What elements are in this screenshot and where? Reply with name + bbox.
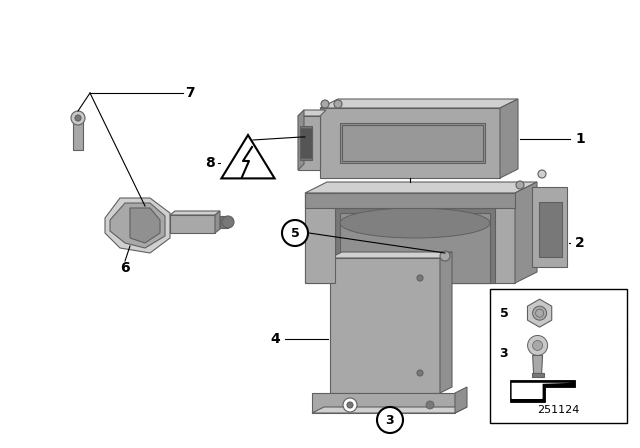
Polygon shape xyxy=(509,380,575,402)
Text: 5: 5 xyxy=(500,306,508,320)
Polygon shape xyxy=(220,216,228,228)
Polygon shape xyxy=(215,211,220,233)
Circle shape xyxy=(536,309,543,317)
Polygon shape xyxy=(110,203,165,248)
Polygon shape xyxy=(515,182,537,283)
Polygon shape xyxy=(312,393,455,413)
Polygon shape xyxy=(305,182,537,193)
Polygon shape xyxy=(170,211,220,215)
Polygon shape xyxy=(455,387,467,413)
Circle shape xyxy=(282,220,308,246)
FancyBboxPatch shape xyxy=(490,289,627,423)
Polygon shape xyxy=(305,193,335,283)
Text: 3: 3 xyxy=(386,414,394,426)
Text: 7: 7 xyxy=(185,86,195,100)
Polygon shape xyxy=(305,193,515,283)
Text: 3: 3 xyxy=(500,347,508,360)
Circle shape xyxy=(71,111,85,125)
Circle shape xyxy=(440,251,450,261)
Text: 6: 6 xyxy=(120,261,130,275)
Circle shape xyxy=(532,306,547,320)
Circle shape xyxy=(527,336,548,355)
Circle shape xyxy=(343,398,357,412)
Polygon shape xyxy=(300,128,312,158)
Circle shape xyxy=(538,170,546,178)
Circle shape xyxy=(334,100,342,108)
Polygon shape xyxy=(320,108,500,178)
Polygon shape xyxy=(532,374,543,378)
Polygon shape xyxy=(532,187,567,267)
Text: 1: 1 xyxy=(575,132,585,146)
Circle shape xyxy=(347,402,353,408)
Circle shape xyxy=(417,370,423,376)
Polygon shape xyxy=(320,99,518,108)
Polygon shape xyxy=(539,202,562,257)
Polygon shape xyxy=(500,99,518,178)
Circle shape xyxy=(426,401,434,409)
Polygon shape xyxy=(330,252,452,258)
Polygon shape xyxy=(170,215,215,233)
Polygon shape xyxy=(73,118,83,150)
Text: 4: 4 xyxy=(270,332,280,346)
Polygon shape xyxy=(305,193,515,208)
Circle shape xyxy=(516,181,524,189)
Polygon shape xyxy=(440,252,452,393)
Circle shape xyxy=(75,115,81,121)
Ellipse shape xyxy=(340,208,490,238)
Polygon shape xyxy=(340,213,490,283)
Circle shape xyxy=(417,275,423,281)
Polygon shape xyxy=(527,299,552,327)
Polygon shape xyxy=(298,110,326,116)
Text: 8: 8 xyxy=(205,156,215,170)
Polygon shape xyxy=(342,125,483,161)
Polygon shape xyxy=(221,135,275,178)
Polygon shape xyxy=(340,123,485,163)
Polygon shape xyxy=(335,208,495,283)
Circle shape xyxy=(222,216,234,228)
Text: 251124: 251124 xyxy=(537,405,580,415)
Text: 5: 5 xyxy=(291,227,300,240)
Polygon shape xyxy=(300,126,312,160)
Circle shape xyxy=(321,100,329,108)
Polygon shape xyxy=(312,407,467,413)
Polygon shape xyxy=(298,110,304,170)
Polygon shape xyxy=(532,355,543,374)
Circle shape xyxy=(532,340,543,350)
Polygon shape xyxy=(105,198,170,253)
Polygon shape xyxy=(130,208,160,243)
Polygon shape xyxy=(330,258,440,393)
Polygon shape xyxy=(298,116,320,170)
Text: 2: 2 xyxy=(575,236,585,250)
Polygon shape xyxy=(511,383,573,399)
Polygon shape xyxy=(511,383,541,399)
Circle shape xyxy=(377,407,403,433)
